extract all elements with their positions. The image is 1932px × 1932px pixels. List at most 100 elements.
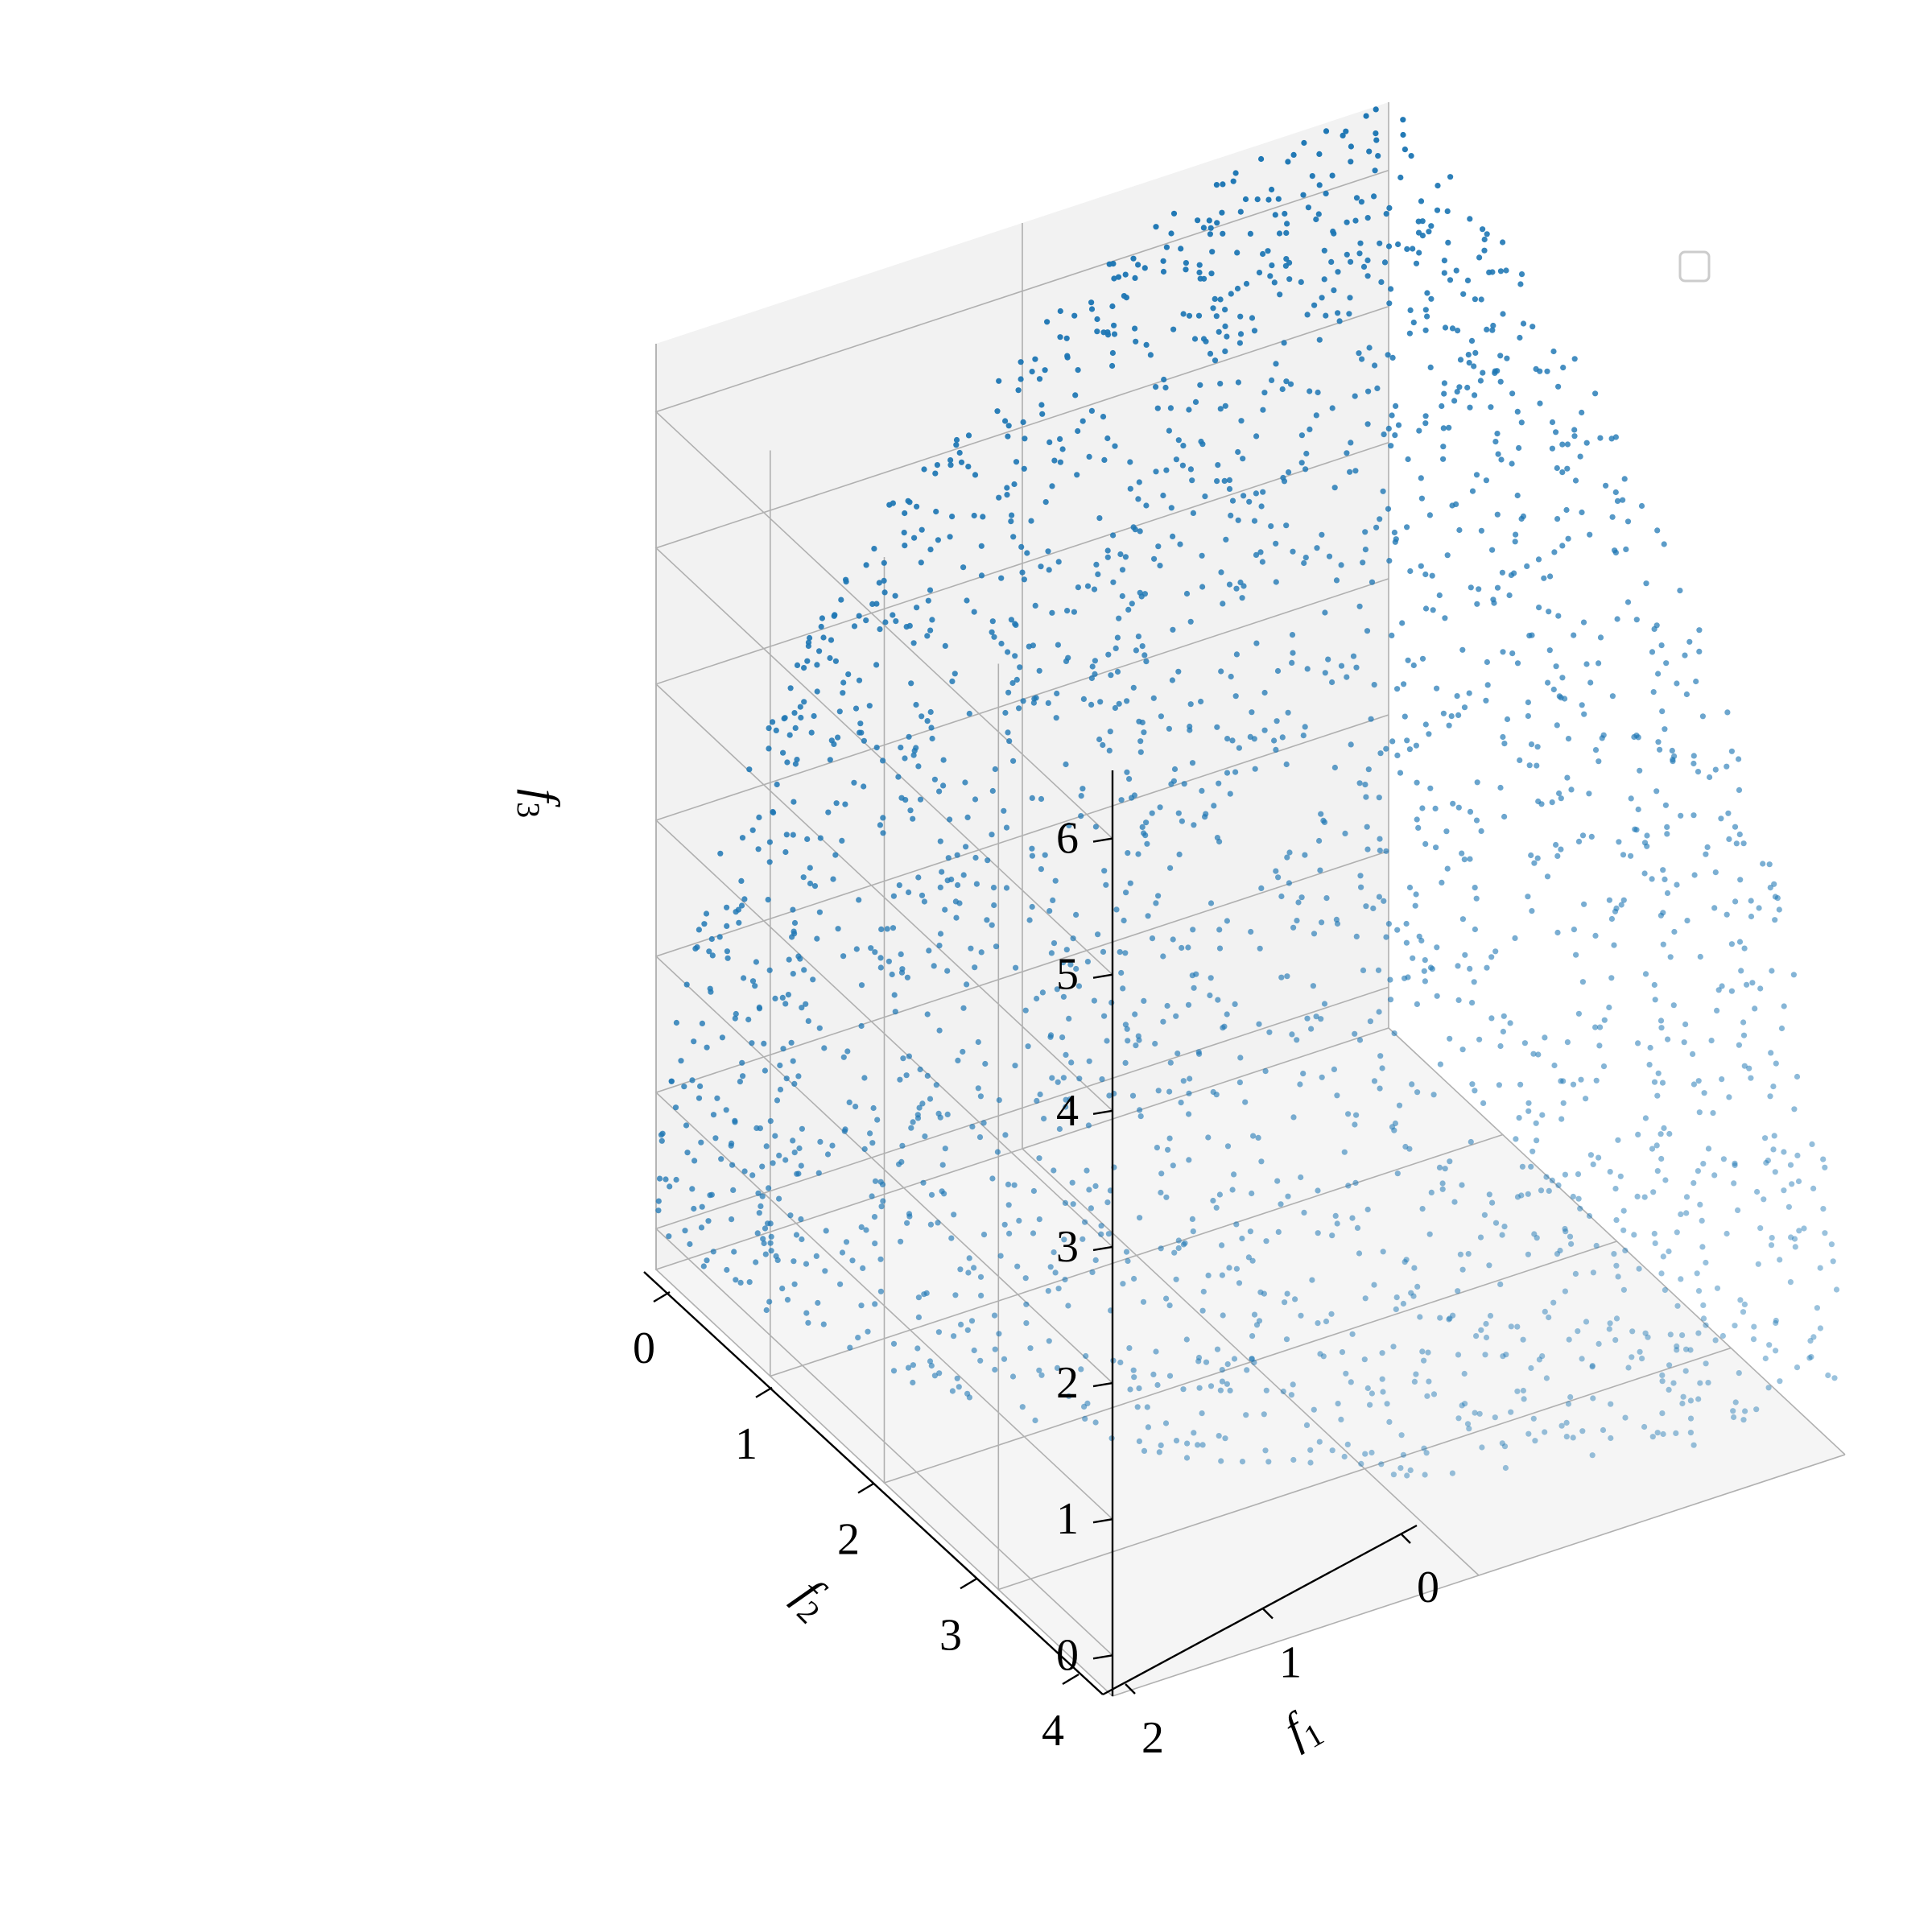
data-point bbox=[1492, 1220, 1500, 1226]
data-point bbox=[1407, 568, 1414, 575]
data-point bbox=[1625, 1364, 1632, 1371]
data-point bbox=[1377, 750, 1384, 757]
data-point bbox=[968, 1318, 976, 1324]
data-point bbox=[1476, 1036, 1483, 1042]
data-point bbox=[1611, 942, 1617, 948]
y-tick-label: 3 bbox=[939, 1610, 962, 1660]
x-tick bbox=[1400, 1533, 1411, 1544]
data-point bbox=[1428, 223, 1435, 229]
data-point bbox=[1427, 785, 1434, 791]
data-point bbox=[1628, 852, 1634, 859]
data-point bbox=[1679, 1400, 1686, 1407]
data-point bbox=[1512, 539, 1518, 545]
data-point bbox=[1416, 427, 1422, 434]
data-point bbox=[1098, 1231, 1104, 1237]
data-point bbox=[1088, 701, 1095, 708]
data-point bbox=[1239, 1235, 1245, 1242]
data-point bbox=[1659, 1410, 1666, 1417]
data-point bbox=[737, 1079, 744, 1085]
data-point bbox=[1180, 443, 1187, 449]
data-point bbox=[1039, 989, 1046, 996]
data-point bbox=[1111, 331, 1118, 337]
data-point bbox=[1559, 441, 1566, 448]
data-point bbox=[1356, 250, 1363, 257]
data-point bbox=[1217, 381, 1224, 387]
data-point bbox=[1686, 638, 1693, 645]
data-point bbox=[1096, 515, 1103, 522]
data-point bbox=[1695, 1288, 1703, 1294]
data-point bbox=[1278, 1201, 1284, 1208]
data-point bbox=[1551, 1062, 1558, 1069]
data-point bbox=[1773, 1060, 1779, 1067]
data-point bbox=[1794, 1364, 1801, 1371]
data-point bbox=[1336, 318, 1343, 324]
data-point bbox=[1183, 1336, 1190, 1343]
z-tick-label: 4 bbox=[1056, 1086, 1079, 1136]
data-point bbox=[772, 995, 778, 1001]
data-point bbox=[1659, 1372, 1666, 1378]
data-point bbox=[910, 1362, 916, 1368]
data-point bbox=[1088, 306, 1096, 312]
data-point bbox=[1459, 646, 1466, 653]
data-point bbox=[707, 1192, 713, 1199]
data-point bbox=[1236, 745, 1242, 751]
data-point bbox=[1473, 895, 1480, 902]
data-point bbox=[1413, 1371, 1419, 1377]
data-point bbox=[1624, 599, 1632, 605]
data-point bbox=[889, 971, 895, 978]
data-point bbox=[1347, 469, 1353, 475]
data-point bbox=[940, 782, 947, 789]
data-point bbox=[817, 835, 824, 841]
data-point bbox=[1587, 679, 1594, 686]
data-point bbox=[835, 926, 841, 932]
data-point bbox=[1301, 1209, 1307, 1216]
data-point bbox=[1772, 1169, 1778, 1175]
data-point bbox=[917, 1066, 923, 1073]
data-point bbox=[1549, 445, 1555, 452]
data-point bbox=[708, 935, 715, 943]
data-point bbox=[1451, 1199, 1458, 1205]
data-point bbox=[1441, 258, 1447, 264]
data-point bbox=[1579, 1428, 1586, 1435]
data-point bbox=[1615, 1274, 1621, 1280]
data-point bbox=[847, 1344, 853, 1351]
data-point bbox=[1406, 330, 1413, 336]
data-point bbox=[1029, 795, 1035, 802]
data-point bbox=[952, 1292, 959, 1298]
grid-line-z bbox=[654, 986, 1389, 1656]
data-point bbox=[797, 704, 803, 710]
data-point bbox=[1518, 419, 1525, 426]
data-point bbox=[964, 1390, 971, 1397]
data-point bbox=[1137, 1107, 1143, 1113]
data-point bbox=[1129, 795, 1135, 801]
data-point bbox=[1249, 1356, 1255, 1362]
data-point bbox=[1719, 1076, 1725, 1083]
data-point bbox=[799, 1236, 805, 1243]
data-point bbox=[766, 725, 772, 732]
data-point bbox=[1141, 997, 1147, 1004]
data-point bbox=[1536, 1356, 1542, 1363]
data-point bbox=[1560, 365, 1567, 371]
data-point bbox=[1055, 642, 1061, 648]
data-point bbox=[673, 1176, 679, 1183]
data-point bbox=[1513, 531, 1519, 538]
data-point bbox=[1497, 353, 1504, 359]
data-point bbox=[1525, 894, 1531, 900]
data-point bbox=[1258, 155, 1265, 163]
data-point bbox=[741, 1168, 748, 1174]
data-point bbox=[1796, 1228, 1802, 1234]
data-point bbox=[1026, 643, 1032, 650]
data-point bbox=[1195, 1354, 1203, 1361]
data-point bbox=[762, 1067, 769, 1074]
data-point bbox=[762, 1225, 769, 1232]
data-point bbox=[1013, 676, 1020, 683]
data-point bbox=[1022, 1007, 1029, 1013]
data-point bbox=[1156, 1449, 1162, 1455]
data-point bbox=[871, 546, 877, 552]
data-point bbox=[1444, 865, 1451, 872]
data-point bbox=[782, 848, 789, 856]
data-point bbox=[1167, 1059, 1174, 1066]
data-point bbox=[1693, 678, 1699, 685]
data-point bbox=[1393, 1294, 1400, 1301]
data-point bbox=[1300, 1071, 1307, 1077]
